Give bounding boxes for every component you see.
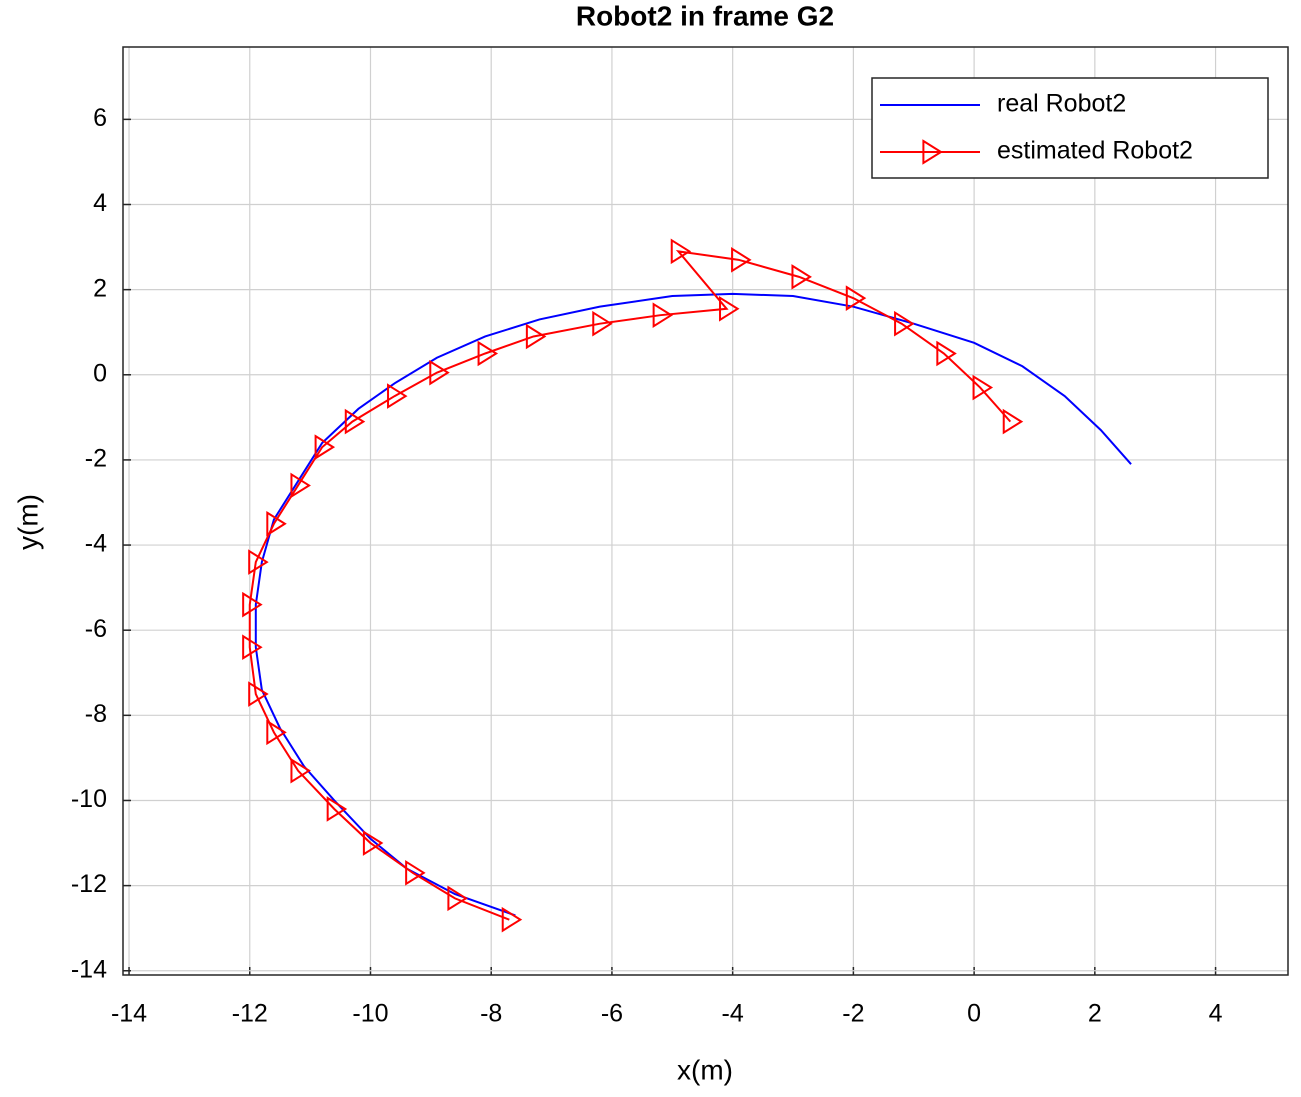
x-tick-label: -12 [232, 1000, 268, 1028]
y-tick-label: -4 [85, 530, 107, 558]
y-tick-label: -8 [85, 700, 107, 728]
legend-marker [922, 139, 943, 165]
data-marker [719, 295, 740, 322]
data-marker [477, 340, 499, 367]
y-tick-label: -2 [85, 445, 107, 473]
legend: real Robot2 estimated Robot2 [871, 77, 1269, 179]
y-tick-label: 4 [93, 189, 107, 217]
data-marker [894, 310, 915, 337]
data-marker [344, 408, 366, 435]
y-tick-label: 0 [93, 359, 107, 387]
data-marker [405, 860, 426, 886]
data-marker [845, 285, 867, 311]
y-tick-label: -6 [85, 615, 107, 643]
data-line [254, 292, 1132, 917]
data-line [248, 249, 1012, 921]
y-tick-label: -10 [71, 785, 107, 813]
data-marker [314, 434, 336, 460]
x-tick-label: 4 [1209, 1000, 1223, 1028]
data-marker [791, 264, 812, 290]
data-marker [362, 830, 384, 856]
x-tick-label: -2 [842, 1000, 864, 1028]
data-marker [501, 906, 523, 933]
data-marker [266, 510, 287, 537]
data-marker [290, 472, 311, 499]
data-marker [290, 757, 311, 784]
data-marker [447, 885, 468, 912]
x-axis-label: x(m) [677, 1054, 733, 1085]
data-marker [326, 796, 348, 822]
plot-frame [122, 46, 1289, 976]
legend-label: estimated Robot2 [997, 137, 1193, 165]
y-tick-label: 2 [93, 274, 107, 302]
data-marker [972, 374, 994, 401]
x-tick-label: -14 [111, 1000, 147, 1028]
data-marker [429, 359, 450, 386]
data-marker [248, 681, 269, 707]
data-marker [670, 238, 692, 265]
data-marker [525, 323, 547, 350]
x-tick-label: -8 [480, 1000, 502, 1028]
data-marker [1002, 408, 1024, 435]
x-tick-label: -6 [601, 1000, 623, 1028]
data-marker [936, 340, 957, 367]
data-marker [266, 719, 287, 746]
data-marker [652, 302, 674, 328]
data-marker [592, 310, 613, 337]
legend-box [871, 77, 1269, 179]
data-marker [387, 383, 408, 409]
x-tick-label: -10 [352, 1000, 388, 1028]
data-marker [242, 591, 263, 618]
y-axis-label: y(m) [12, 494, 43, 550]
y-tick-label: -14 [71, 955, 107, 983]
y-tick-label: 6 [93, 104, 107, 132]
data-marker [248, 549, 269, 575]
legend-label: real Robot2 [997, 90, 1126, 118]
chart-title: Robot2 in frame G2 [576, 0, 834, 31]
x-tick-label: 2 [1088, 1000, 1102, 1028]
data-marker [731, 247, 752, 273]
plot-area [123, 47, 1288, 975]
x-tick-label: -4 [722, 1000, 744, 1028]
y-tick-label: -12 [71, 870, 107, 898]
data-marker [242, 634, 263, 661]
x-tick-label: 0 [967, 1000, 981, 1028]
